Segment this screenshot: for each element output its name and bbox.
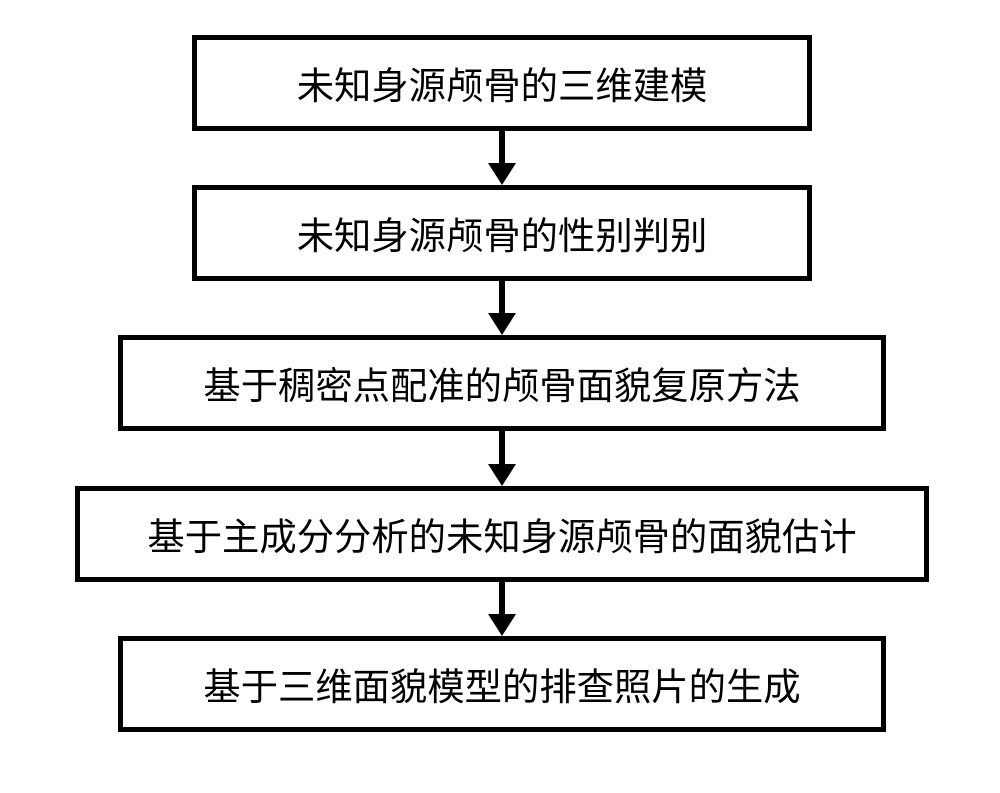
flowchart-node-label: 未知身源颅骨的性别判别: [297, 206, 708, 260]
flowchart-arrow-4: [484, 582, 520, 636]
flowchart-canvas: 未知身源颅骨的三维建模未知身源颅骨的性别判别基于稠密点配准的颅骨面貌复原方法基于…: [0, 0, 1000, 793]
flowchart-node-1: 未知身源颅骨的三维建模: [192, 35, 812, 131]
flowchart-arrow-2: [484, 281, 520, 335]
flowchart-node-3: 基于稠密点配准的颅骨面貌复原方法: [118, 335, 886, 431]
flowchart-node-2: 未知身源颅骨的性别判别: [192, 185, 812, 281]
flowchart-node-label: 基于三维面貌模型的排查照片的生成: [203, 657, 800, 711]
flowchart-node-5: 基于三维面貌模型的排查照片的生成: [118, 636, 886, 732]
flowchart-node-label: 未知身源颅骨的三维建模: [297, 56, 708, 110]
flowchart-node-label: 基于稠密点配准的颅骨面貌复原方法: [203, 356, 800, 410]
flowchart-arrow-3: [484, 431, 520, 486]
flowchart-arrow-1: [484, 131, 520, 185]
flowchart-node-label: 基于主成分分析的未知身源颅骨的面貌估计: [147, 507, 856, 561]
flowchart-node-4: 基于主成分分析的未知身源颅骨的面貌估计: [75, 486, 929, 582]
